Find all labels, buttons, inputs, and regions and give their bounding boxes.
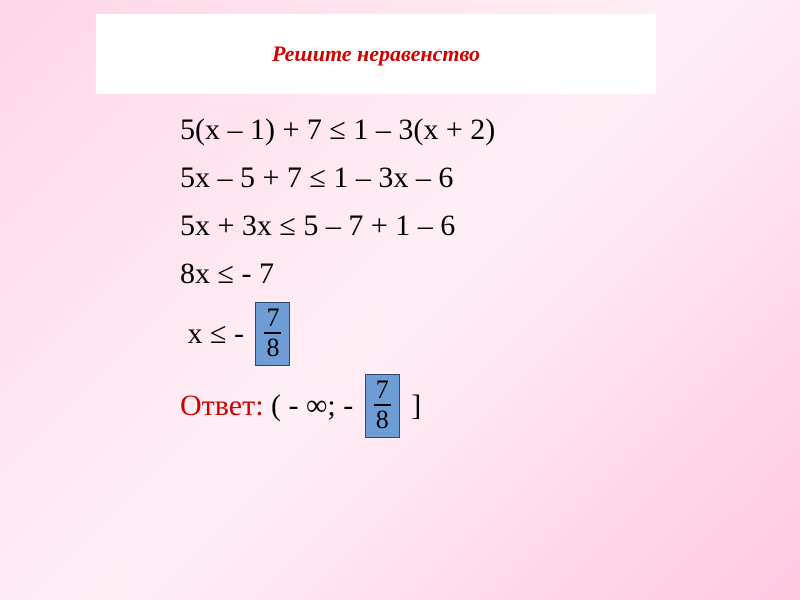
title-box: Решите неравенство (96, 14, 656, 94)
step-4: 8х ≤ - 7 (180, 250, 495, 298)
slide: Решите неравенство 5(х – 1) + 7 ≤ 1 – 3(… (0, 0, 800, 600)
step-3: 5х + 3х ≤ 5 – 7 + 1 – 6 (180, 202, 495, 250)
step-1: 5(х – 1) + 7 ≤ 1 – 3(х + 2) (180, 106, 495, 154)
fraction-1-den: 8 (264, 334, 281, 361)
fraction-2-num: 7 (374, 377, 391, 404)
fraction-1-num: 7 (264, 305, 281, 332)
answer-label: Ответ: (180, 391, 271, 421)
fraction-2: 7 8 (365, 374, 400, 438)
step-5-prefix: х ≤ - (180, 319, 251, 349)
fraction-2-den: 8 (374, 406, 391, 433)
answer-close: ] (404, 391, 422, 421)
step-5: х ≤ - 7 8 (180, 298, 495, 370)
answer-row: Ответ: ( - ∞; - 7 8 ] (180, 370, 495, 442)
solution-content: 5(х – 1) + 7 ≤ 1 – 3(х + 2) 5х – 5 + 7 ≤… (180, 106, 495, 442)
fraction-1: 7 8 (255, 302, 290, 366)
slide-title: Решите неравенство (272, 41, 480, 67)
step-2: 5х – 5 + 7 ≤ 1 – 3х – 6 (180, 154, 495, 202)
answer-open: ( - ∞; - (271, 391, 361, 421)
